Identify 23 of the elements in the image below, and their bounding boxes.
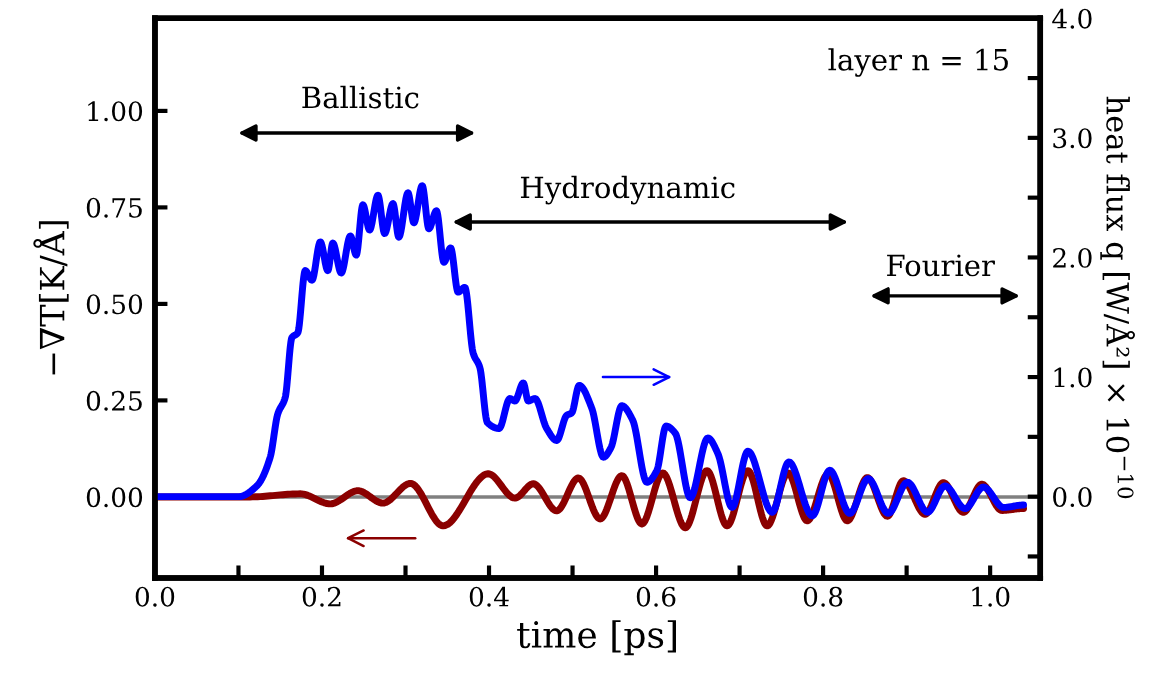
y-tick-label: 0.00 [86,487,143,508]
x-tick-label: 0.8 [803,586,843,607]
y2-tick-label: 4.0 [1052,8,1092,29]
y-tick-label: 0.25 [86,390,142,411]
y-tick-label: 0.75 [86,197,142,218]
x-tick-label: 1.0 [972,586,1010,607]
x-tick-label: 0.2 [302,586,341,607]
y2-tick-label: 3.0 [1053,128,1092,149]
annotation: layer n = 15 [828,48,1008,77]
x-tick-label: 0.4 [469,586,509,607]
y-tick-label: 1.00 [88,101,143,122]
annotation: Fourier [887,254,995,277]
x-tick-label: 0.6 [636,586,676,607]
y2-axis-title: heat flux q [W/Å²] × 10$^{−10}$ [1100,96,1135,499]
annotation: Ballistic [302,85,419,109]
y-axis-title: −∇T[K/Å] [33,221,69,375]
y2-tick-label: 2.0 [1053,247,1092,268]
y2-tick-label: 1.0 [1054,367,1092,388]
annotation: Hydrodynamic [520,175,735,205]
x-axis-title: time [ps] [517,620,676,656]
y-tick-label: 0.50 [86,294,143,315]
y2-tick-label: 0.0 [1053,487,1092,508]
x-tick-label: 0.0 [135,586,175,607]
